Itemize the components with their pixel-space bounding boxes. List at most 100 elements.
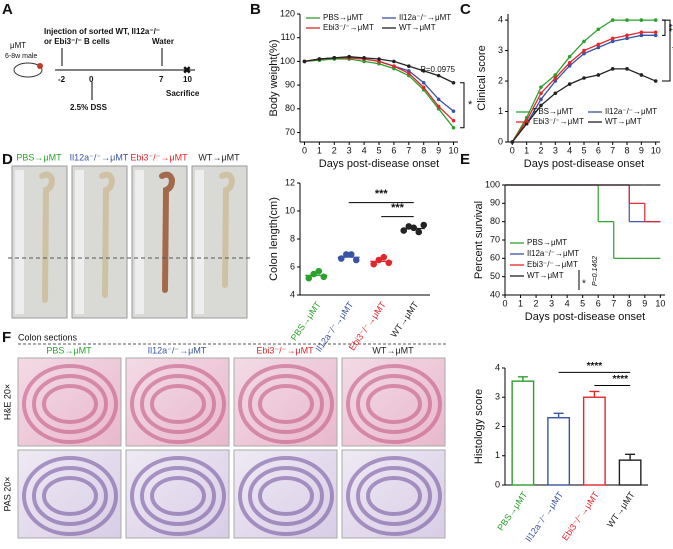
x-tick-label: 10 xyxy=(449,145,459,155)
point xyxy=(377,57,381,61)
x-tick-label: 2 xyxy=(538,145,543,155)
x-tick-label: 3 xyxy=(549,298,554,308)
point xyxy=(510,140,515,144)
x-tick-label: 4 xyxy=(565,298,570,308)
point xyxy=(653,18,658,22)
x-tick-label: 9 xyxy=(436,145,441,155)
legend-label: Ebi3⁻/⁻→μMT xyxy=(533,117,584,126)
x-tick-label: PBS→μMT xyxy=(289,299,323,342)
x-tick-label: 6 xyxy=(596,298,601,308)
point xyxy=(639,33,644,38)
histology-images: Colon sections H&E 20× PAS 20× PBS→μMT Il… xyxy=(2,332,448,539)
point xyxy=(524,121,529,126)
y-tick-label: 120 xyxy=(280,8,295,18)
point xyxy=(596,27,601,32)
point xyxy=(625,67,629,71)
x-tick-label: Ebi3⁻/⁻→μMT xyxy=(560,489,601,542)
point xyxy=(639,30,644,35)
x-tick-label: 5 xyxy=(581,145,586,155)
annotation: P=0.1462 xyxy=(592,256,599,286)
x-tick-label: 7 xyxy=(611,298,616,308)
y-tick-label: 6 xyxy=(290,261,295,271)
point xyxy=(436,73,441,78)
panel-label: D xyxy=(2,151,13,168)
legend-label: PBS→μMT xyxy=(533,107,573,116)
y-tick-label: 1 xyxy=(495,450,500,460)
day-label: 7 xyxy=(159,75,164,84)
sacrifice-label: Sacrifice xyxy=(166,89,200,98)
panel-label: E xyxy=(460,151,470,168)
tissue-ring xyxy=(366,384,422,424)
y-tick-label: 90 xyxy=(285,79,295,89)
tissue-ring xyxy=(42,476,98,516)
y-tick-label: 2 xyxy=(498,75,503,85)
x-tick-label: 7 xyxy=(406,145,411,155)
point xyxy=(539,97,543,102)
y-tick-label: 60 xyxy=(490,253,500,263)
annotation: *** xyxy=(391,202,405,214)
x-axis-label: Days post-disease onset xyxy=(525,311,645,323)
x-tick-label: 6 xyxy=(596,145,601,155)
point xyxy=(410,224,418,232)
point xyxy=(596,45,601,50)
point xyxy=(539,85,543,89)
x-tick-label: PBS→μMT xyxy=(495,489,529,532)
point xyxy=(362,56,366,60)
x-tick-label: 10 xyxy=(655,298,665,308)
tissue-ring xyxy=(150,476,206,516)
y-axis-label: Clinical score xyxy=(476,45,488,110)
point xyxy=(317,57,322,61)
point xyxy=(451,118,456,123)
panel-label: B xyxy=(250,1,261,18)
y-tick-label: 110 xyxy=(281,32,295,42)
group-label: WT→μMT xyxy=(198,152,240,162)
point xyxy=(553,76,558,80)
tissue-ring xyxy=(258,384,314,424)
x-tick-label: 8 xyxy=(421,145,426,155)
point xyxy=(539,103,543,108)
row-label: H&E 20× xyxy=(2,384,12,420)
y-tick-label: 3 xyxy=(498,45,503,55)
x-tick-label: 0 xyxy=(502,298,507,308)
row-label: PAS 20× xyxy=(2,476,12,511)
x-tick-label: 0 xyxy=(302,145,307,155)
point xyxy=(342,251,350,258)
group-label: Il12a⁻/⁻→μMT xyxy=(148,345,207,355)
point xyxy=(567,82,572,86)
tissue-ring xyxy=(238,456,334,536)
day-label: 0 xyxy=(89,75,94,84)
ruler xyxy=(75,170,84,314)
legend-label: Il12a⁻/⁻→μMT xyxy=(527,249,579,258)
legend-label: WT→μMT xyxy=(605,117,642,126)
y-tick-label: 4 xyxy=(495,362,500,372)
x-tick-label: 1 xyxy=(524,145,529,155)
injection-text: Injection of sorted WT, Il12a⁻/⁻ xyxy=(44,27,160,36)
y-axis-label: Body weight(%) xyxy=(268,39,280,116)
point xyxy=(553,73,558,77)
y-tick-label: 4 xyxy=(498,14,503,24)
annotation: *** xyxy=(375,188,389,200)
point xyxy=(420,221,428,229)
error-bar xyxy=(589,390,600,398)
x-tick-label: 0 xyxy=(510,145,515,155)
point xyxy=(567,60,572,65)
point xyxy=(596,42,601,47)
tissue-ring xyxy=(356,374,432,434)
annotation: **** xyxy=(612,374,628,385)
y-tick-label: 4 xyxy=(290,289,295,299)
annotation: * xyxy=(468,99,473,111)
y-axis-label: Colon length(cm) xyxy=(268,197,280,281)
bar xyxy=(618,459,642,486)
legend-label: PBS→μMT xyxy=(323,13,363,22)
tissue-ring xyxy=(32,466,108,526)
y-tick-label: 50 xyxy=(490,271,500,281)
x-tick-label: 3 xyxy=(553,145,558,155)
group-label: WT→μMT xyxy=(372,345,414,355)
colon xyxy=(39,171,56,303)
x-tick-label: 7 xyxy=(610,145,615,155)
tissue-ring xyxy=(130,364,226,444)
x-tick-label: 5 xyxy=(580,298,585,308)
tissue-ring xyxy=(248,466,324,526)
sacrifice-mark: ✖ xyxy=(183,66,191,77)
y-tick-label: 40 xyxy=(490,289,500,299)
